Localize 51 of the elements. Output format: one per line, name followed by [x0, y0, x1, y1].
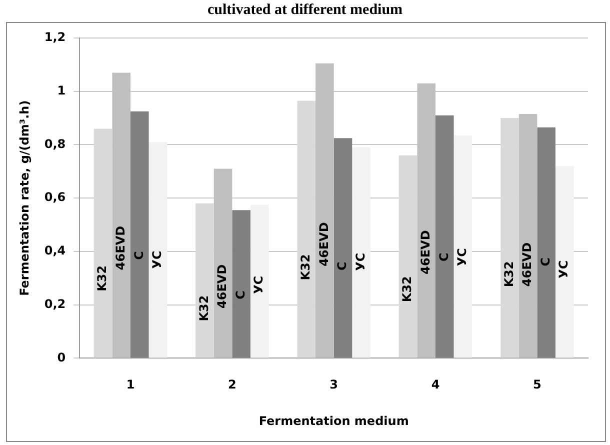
bar [555, 166, 574, 358]
text: 46EVD [418, 230, 432, 274]
y-tick-label: 0,4 [44, 244, 66, 258]
text: УС [455, 248, 470, 266]
y-tick-label: 0,6 [44, 190, 66, 204]
bar [398, 155, 418, 358]
text: C [132, 251, 146, 260]
series-label: C [436, 252, 451, 262]
bar [436, 115, 454, 358]
y-tick-label: 0,2 [44, 296, 66, 311]
bar [232, 210, 250, 358]
x-axis-title: Fermentation medium [258, 414, 409, 428]
bar [148, 142, 168, 358]
text: K32 [502, 261, 516, 288]
y-tick-label: 1 [57, 83, 66, 98]
x-tick-label: 4 [431, 378, 440, 392]
chart-title: cultivated at different medium [206, 1, 404, 20]
text: K32 [400, 276, 414, 302]
series-label: K32 [298, 254, 313, 280]
text: K32 [196, 295, 211, 322]
y-tick-label: 1,2 [44, 30, 66, 44]
x-tick-label: 3 [330, 378, 338, 392]
text: C [233, 290, 248, 300]
bar [196, 203, 214, 358]
series-label: 46EVD [215, 264, 230, 308]
bar [250, 204, 269, 358]
bar [297, 100, 316, 358]
text: 46EVD [113, 226, 128, 270]
x-tick-label: 5 [532, 378, 542, 392]
y-axis-title: Fermentation rate, g/(dm³.h) [17, 100, 32, 296]
text: УС [556, 260, 571, 278]
text: C [538, 257, 552, 266]
x-tick-label: 1 [126, 378, 135, 392]
bar [518, 114, 538, 358]
y-tick-label: 0,8 [44, 136, 66, 151]
text: C [335, 262, 350, 271]
text: 46EVD [316, 222, 331, 266]
text: УС [252, 276, 266, 294]
bar [130, 111, 149, 358]
bar [334, 138, 352, 358]
x-tick-label: 2 [228, 378, 236, 392]
bar [454, 135, 472, 358]
bar [500, 118, 519, 358]
text: K32 [95, 265, 110, 292]
series-label: УС [353, 252, 368, 271]
bar [352, 147, 370, 358]
bar [537, 127, 556, 358]
text: УС [150, 250, 164, 269]
bar [94, 128, 112, 358]
text: 46EVD [520, 242, 534, 287]
y-tick-label: 0 [57, 350, 66, 364]
